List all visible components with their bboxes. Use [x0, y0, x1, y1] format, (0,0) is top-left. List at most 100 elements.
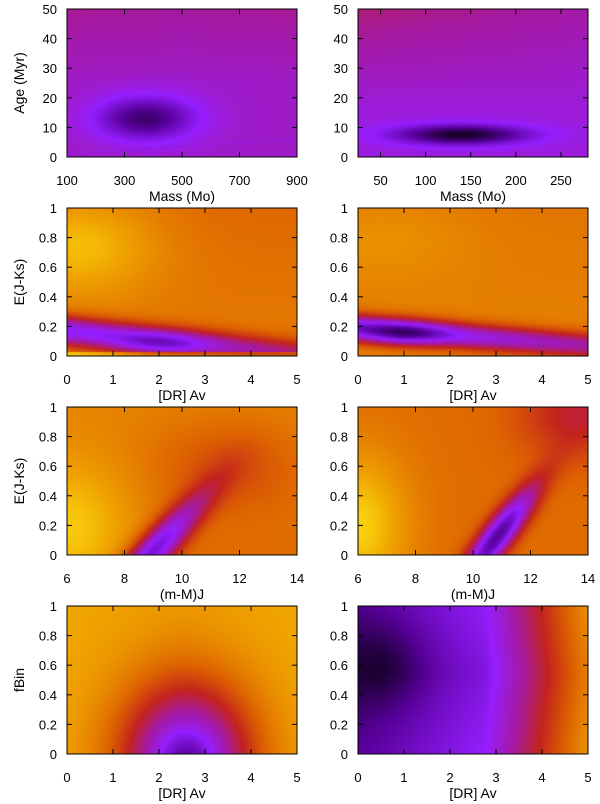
- y-tick-label: 0: [50, 747, 57, 762]
- x-tick-label: 6: [63, 571, 70, 586]
- x-axis-label: [DR] Av: [449, 387, 496, 403]
- x-tick-label: 2: [155, 770, 162, 785]
- x-axis-label: Mass (Mo): [440, 188, 506, 204]
- y-tick-label: 0.6: [39, 658, 57, 673]
- y-tick-label: 0.2: [330, 319, 348, 334]
- y-tick-label: 1: [341, 400, 348, 415]
- x-tick-label: 3: [492, 372, 499, 387]
- x-tick-label: 700: [229, 173, 251, 188]
- x-tick-label: 2: [155, 372, 162, 387]
- y-tick-label: 0.4: [330, 489, 348, 504]
- y-tick-label: 50: [334, 2, 348, 17]
- y-tick-label: 1: [341, 599, 348, 614]
- x-tick-label: 10: [466, 571, 480, 586]
- x-axis-label: (m-M)J: [160, 586, 204, 602]
- y-axis-label: E(J-Ks): [11, 458, 27, 505]
- y-tick-label: 0.2: [39, 518, 57, 533]
- y-tick-label: 10: [334, 120, 348, 135]
- x-tick-label: 5: [293, 372, 300, 387]
- x-tick-label: 0: [63, 372, 70, 387]
- x-tick-label: 1: [109, 770, 116, 785]
- y-tick-label: 50: [43, 2, 57, 17]
- y-tick-label: 10: [43, 120, 57, 135]
- y-tick-label: 30: [43, 61, 57, 76]
- y-tick-label: 0.4: [39, 290, 57, 305]
- plot-frame: [357, 8, 589, 158]
- plot-frame: [357, 207, 589, 357]
- y-tick-label: 0.2: [330, 717, 348, 732]
- y-tick-label: 30: [334, 61, 348, 76]
- x-tick-label: 2: [446, 770, 453, 785]
- x-tick-label: 100: [415, 173, 437, 188]
- panel-2: [357, 8, 589, 158]
- heatmap-image-6: [358, 407, 588, 555]
- y-tick-label: 0.4: [330, 290, 348, 305]
- y-tick-label: 1: [50, 400, 57, 415]
- x-tick-label: 8: [121, 571, 128, 586]
- x-axis-label: Mass (Mo): [149, 188, 215, 204]
- y-tick-label: 0.8: [330, 629, 348, 644]
- heatmap-image-3: [67, 208, 297, 356]
- plot-frame: [66, 207, 298, 357]
- x-tick-label: 900: [286, 173, 308, 188]
- x-tick-label: 2: [446, 372, 453, 387]
- x-tick-label: 50: [373, 173, 387, 188]
- heatmap-image-4: [358, 208, 588, 356]
- y-tick-label: 20: [334, 91, 348, 106]
- x-tick-label: 10: [175, 571, 189, 586]
- x-tick-label: 3: [492, 770, 499, 785]
- x-axis-label: [DR] Av: [158, 387, 205, 403]
- x-tick-label: 14: [290, 571, 304, 586]
- x-tick-label: 150: [460, 173, 482, 188]
- y-tick-label: 0: [50, 548, 57, 563]
- panel-1: [66, 8, 298, 158]
- y-tick-label: 0.4: [330, 688, 348, 703]
- x-axis-label: (m-M)J: [451, 586, 495, 602]
- plot-frame: [357, 605, 589, 755]
- x-tick-label: 0: [354, 372, 361, 387]
- heatmap-image-8: [358, 606, 588, 754]
- heatmap-image-7: [67, 606, 297, 754]
- y-tick-label: 0.2: [39, 319, 57, 334]
- heatmap-image-2: [358, 9, 588, 157]
- x-tick-label: 12: [232, 571, 246, 586]
- y-tick-label: 0: [341, 150, 348, 165]
- x-tick-label: 0: [63, 770, 70, 785]
- x-axis-label: [DR] Av: [158, 785, 205, 801]
- y-tick-label: 20: [43, 91, 57, 106]
- x-tick-label: 4: [538, 770, 545, 785]
- x-tick-label: 8: [412, 571, 419, 586]
- y-tick-label: 0.2: [39, 717, 57, 732]
- heatmap-image-1: [67, 9, 297, 157]
- y-tick-label: 40: [43, 32, 57, 47]
- x-tick-label: 4: [247, 372, 254, 387]
- panel-7: [66, 605, 298, 755]
- x-tick-label: 300: [114, 173, 136, 188]
- panel-8: [357, 605, 589, 755]
- y-axis-label: fBin: [11, 668, 27, 692]
- x-tick-label: 5: [584, 770, 591, 785]
- y-tick-label: 0.6: [39, 260, 57, 275]
- y-tick-label: 1: [50, 599, 57, 614]
- x-tick-label: 12: [523, 571, 537, 586]
- x-axis-label: [DR] Av: [449, 785, 496, 801]
- y-axis-label: E(J-Ks): [11, 259, 27, 306]
- x-tick-label: 14: [581, 571, 595, 586]
- y-tick-label: 0: [50, 349, 57, 364]
- panel-4: [357, 207, 589, 357]
- x-tick-label: 5: [293, 770, 300, 785]
- y-tick-label: 0.4: [39, 489, 57, 504]
- y-tick-label: 0.6: [330, 658, 348, 673]
- x-tick-label: 0: [354, 770, 361, 785]
- y-tick-label: 0.8: [39, 629, 57, 644]
- x-tick-label: 100: [56, 173, 78, 188]
- panel-5: [66, 406, 298, 556]
- x-tick-label: 1: [400, 770, 407, 785]
- y-tick-label: 0: [50, 150, 57, 165]
- x-tick-label: 3: [201, 372, 208, 387]
- x-tick-label: 4: [247, 770, 254, 785]
- y-tick-label: 0.8: [39, 430, 57, 445]
- x-tick-label: 4: [538, 372, 545, 387]
- x-tick-label: 1: [400, 372, 407, 387]
- y-tick-label: 0.8: [39, 231, 57, 246]
